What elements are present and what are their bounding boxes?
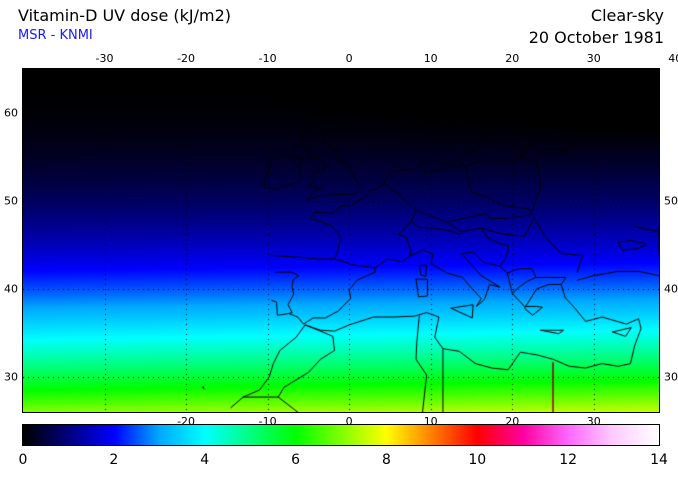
tick-right-50: 50 [664,194,678,208]
tick-top--20: -20 [177,52,196,65]
tick-top-40: 40 [668,52,678,65]
colorbar-tick-2: 2 [109,452,119,468]
colorbar-tick-0: 0 [18,452,28,468]
condition-label: Clear-sky [590,6,664,25]
tick-top-0: 0 [345,52,353,65]
tick-left-30: 30 [4,370,18,384]
colorbar [22,424,660,446]
tick-top-10: 10 [423,52,438,65]
tick-left-50: 50 [4,194,18,208]
colorbar-tick-14: 14 [650,452,668,468]
subtitle-source: MSR - KNMI [18,28,93,43]
tick-top-20: 20 [505,52,520,65]
page-title: Vitamin-D UV dose (kJ/m2) [18,6,232,25]
tick-left-40: 40 [4,282,18,296]
map-plot-panel [22,68,660,413]
tick-right-30: 30 [664,370,678,384]
tick-top--10: -10 [258,52,277,65]
colorbar-gradient [23,425,659,445]
tick-top--30: -30 [95,52,114,65]
coastline-and-graticule-overlay [23,69,659,412]
colorbar-tick-12: 12 [559,452,578,468]
tick-left-60: 60 [4,106,18,120]
date-label: 20 October 1981 [528,28,664,47]
tick-bottom-0: 0 [345,415,353,428]
colorbar-tick-10: 10 [468,452,487,468]
colorbar-tick-8: 8 [381,452,391,468]
colorbar-tick-6: 6 [291,452,301,468]
tick-top-30: 30 [586,52,601,65]
tick-right-40: 40 [664,282,678,296]
colorbar-tick-4: 4 [200,452,210,468]
